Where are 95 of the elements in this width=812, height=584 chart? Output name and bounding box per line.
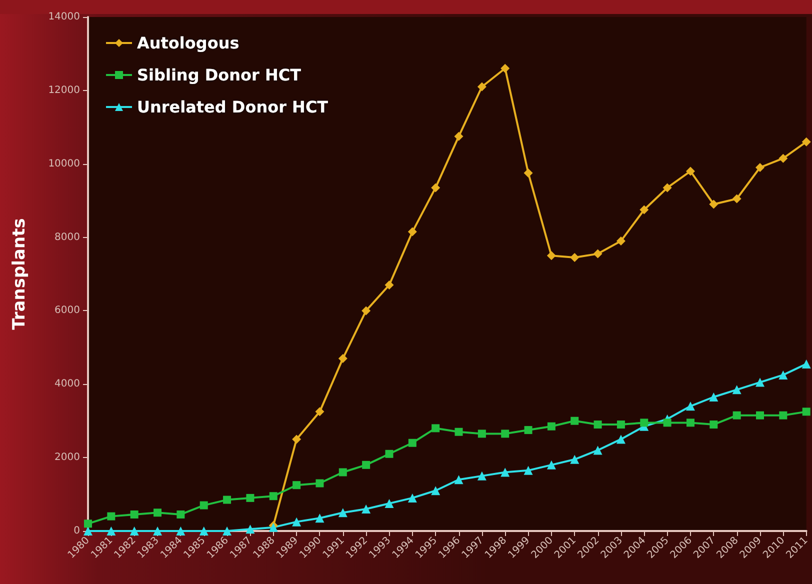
point xyxy=(269,492,278,500)
point xyxy=(106,526,116,536)
point xyxy=(385,450,394,458)
point xyxy=(732,411,741,420)
point xyxy=(524,426,532,434)
point xyxy=(477,82,486,92)
point xyxy=(802,408,810,416)
point xyxy=(778,154,788,163)
point xyxy=(640,418,648,427)
point xyxy=(756,378,764,387)
point xyxy=(663,418,672,427)
point xyxy=(153,526,162,536)
point xyxy=(477,471,486,480)
y-tick-label: 10000 xyxy=(48,158,80,170)
point xyxy=(292,434,302,444)
point xyxy=(547,422,556,430)
point xyxy=(662,183,672,192)
point xyxy=(431,486,440,496)
point xyxy=(709,392,718,402)
point xyxy=(616,420,625,429)
point xyxy=(802,137,811,146)
point xyxy=(454,475,464,484)
y-tick-label: 8000 xyxy=(54,232,80,243)
point xyxy=(384,498,394,508)
legend-label: Unrelated Donor HCT xyxy=(137,98,328,116)
point xyxy=(362,504,371,514)
point xyxy=(594,420,602,429)
point xyxy=(546,460,556,470)
point xyxy=(593,249,602,258)
point xyxy=(640,205,649,214)
point xyxy=(756,411,764,420)
point xyxy=(316,479,324,488)
point xyxy=(223,496,232,504)
point xyxy=(686,402,695,411)
point xyxy=(130,526,139,536)
point xyxy=(107,512,116,520)
point xyxy=(686,418,694,427)
point xyxy=(756,163,764,172)
point xyxy=(384,280,394,290)
point xyxy=(315,514,324,523)
point xyxy=(500,468,510,477)
point xyxy=(524,168,533,178)
point xyxy=(176,510,185,518)
point xyxy=(176,526,186,536)
y-tick-label: 2000 xyxy=(54,452,80,464)
point xyxy=(292,481,301,490)
point xyxy=(732,194,742,204)
point xyxy=(616,236,626,246)
point xyxy=(408,227,417,236)
point xyxy=(570,252,580,262)
point xyxy=(246,494,254,502)
point xyxy=(454,428,463,436)
point xyxy=(362,306,371,316)
point xyxy=(732,385,742,394)
legend-label: Autologous xyxy=(137,34,240,52)
point xyxy=(292,517,302,526)
point xyxy=(802,359,811,368)
point xyxy=(338,354,348,363)
point xyxy=(154,508,162,517)
point xyxy=(454,132,464,141)
point xyxy=(200,501,208,510)
point xyxy=(524,466,533,475)
point xyxy=(246,524,255,534)
point xyxy=(779,411,788,420)
point xyxy=(199,526,208,536)
point xyxy=(709,200,718,209)
y-tick-label: 6000 xyxy=(54,305,80,316)
point xyxy=(222,526,232,536)
point xyxy=(686,166,695,176)
point xyxy=(432,424,440,432)
y-tick-label: 14000 xyxy=(48,12,80,22)
point xyxy=(431,183,440,192)
point xyxy=(478,430,486,438)
y-tick-label: 12000 xyxy=(48,84,80,96)
point xyxy=(710,420,718,429)
point xyxy=(501,430,510,438)
point xyxy=(570,454,580,464)
point xyxy=(593,446,602,455)
point xyxy=(338,468,347,476)
point xyxy=(546,251,556,260)
legend-label: Sibling Donor HCT xyxy=(137,66,302,84)
y-tick-label: 0 xyxy=(74,526,80,536)
point xyxy=(778,370,788,380)
point xyxy=(570,416,579,425)
point xyxy=(338,508,348,518)
y-axis-title: Transplants xyxy=(10,218,30,330)
y-tick-label: 4000 xyxy=(54,378,80,390)
point xyxy=(408,438,416,447)
point xyxy=(130,510,138,518)
point xyxy=(362,460,370,469)
point xyxy=(315,407,324,416)
point xyxy=(500,64,510,73)
point xyxy=(408,493,417,502)
point xyxy=(84,520,92,528)
point xyxy=(616,434,626,444)
